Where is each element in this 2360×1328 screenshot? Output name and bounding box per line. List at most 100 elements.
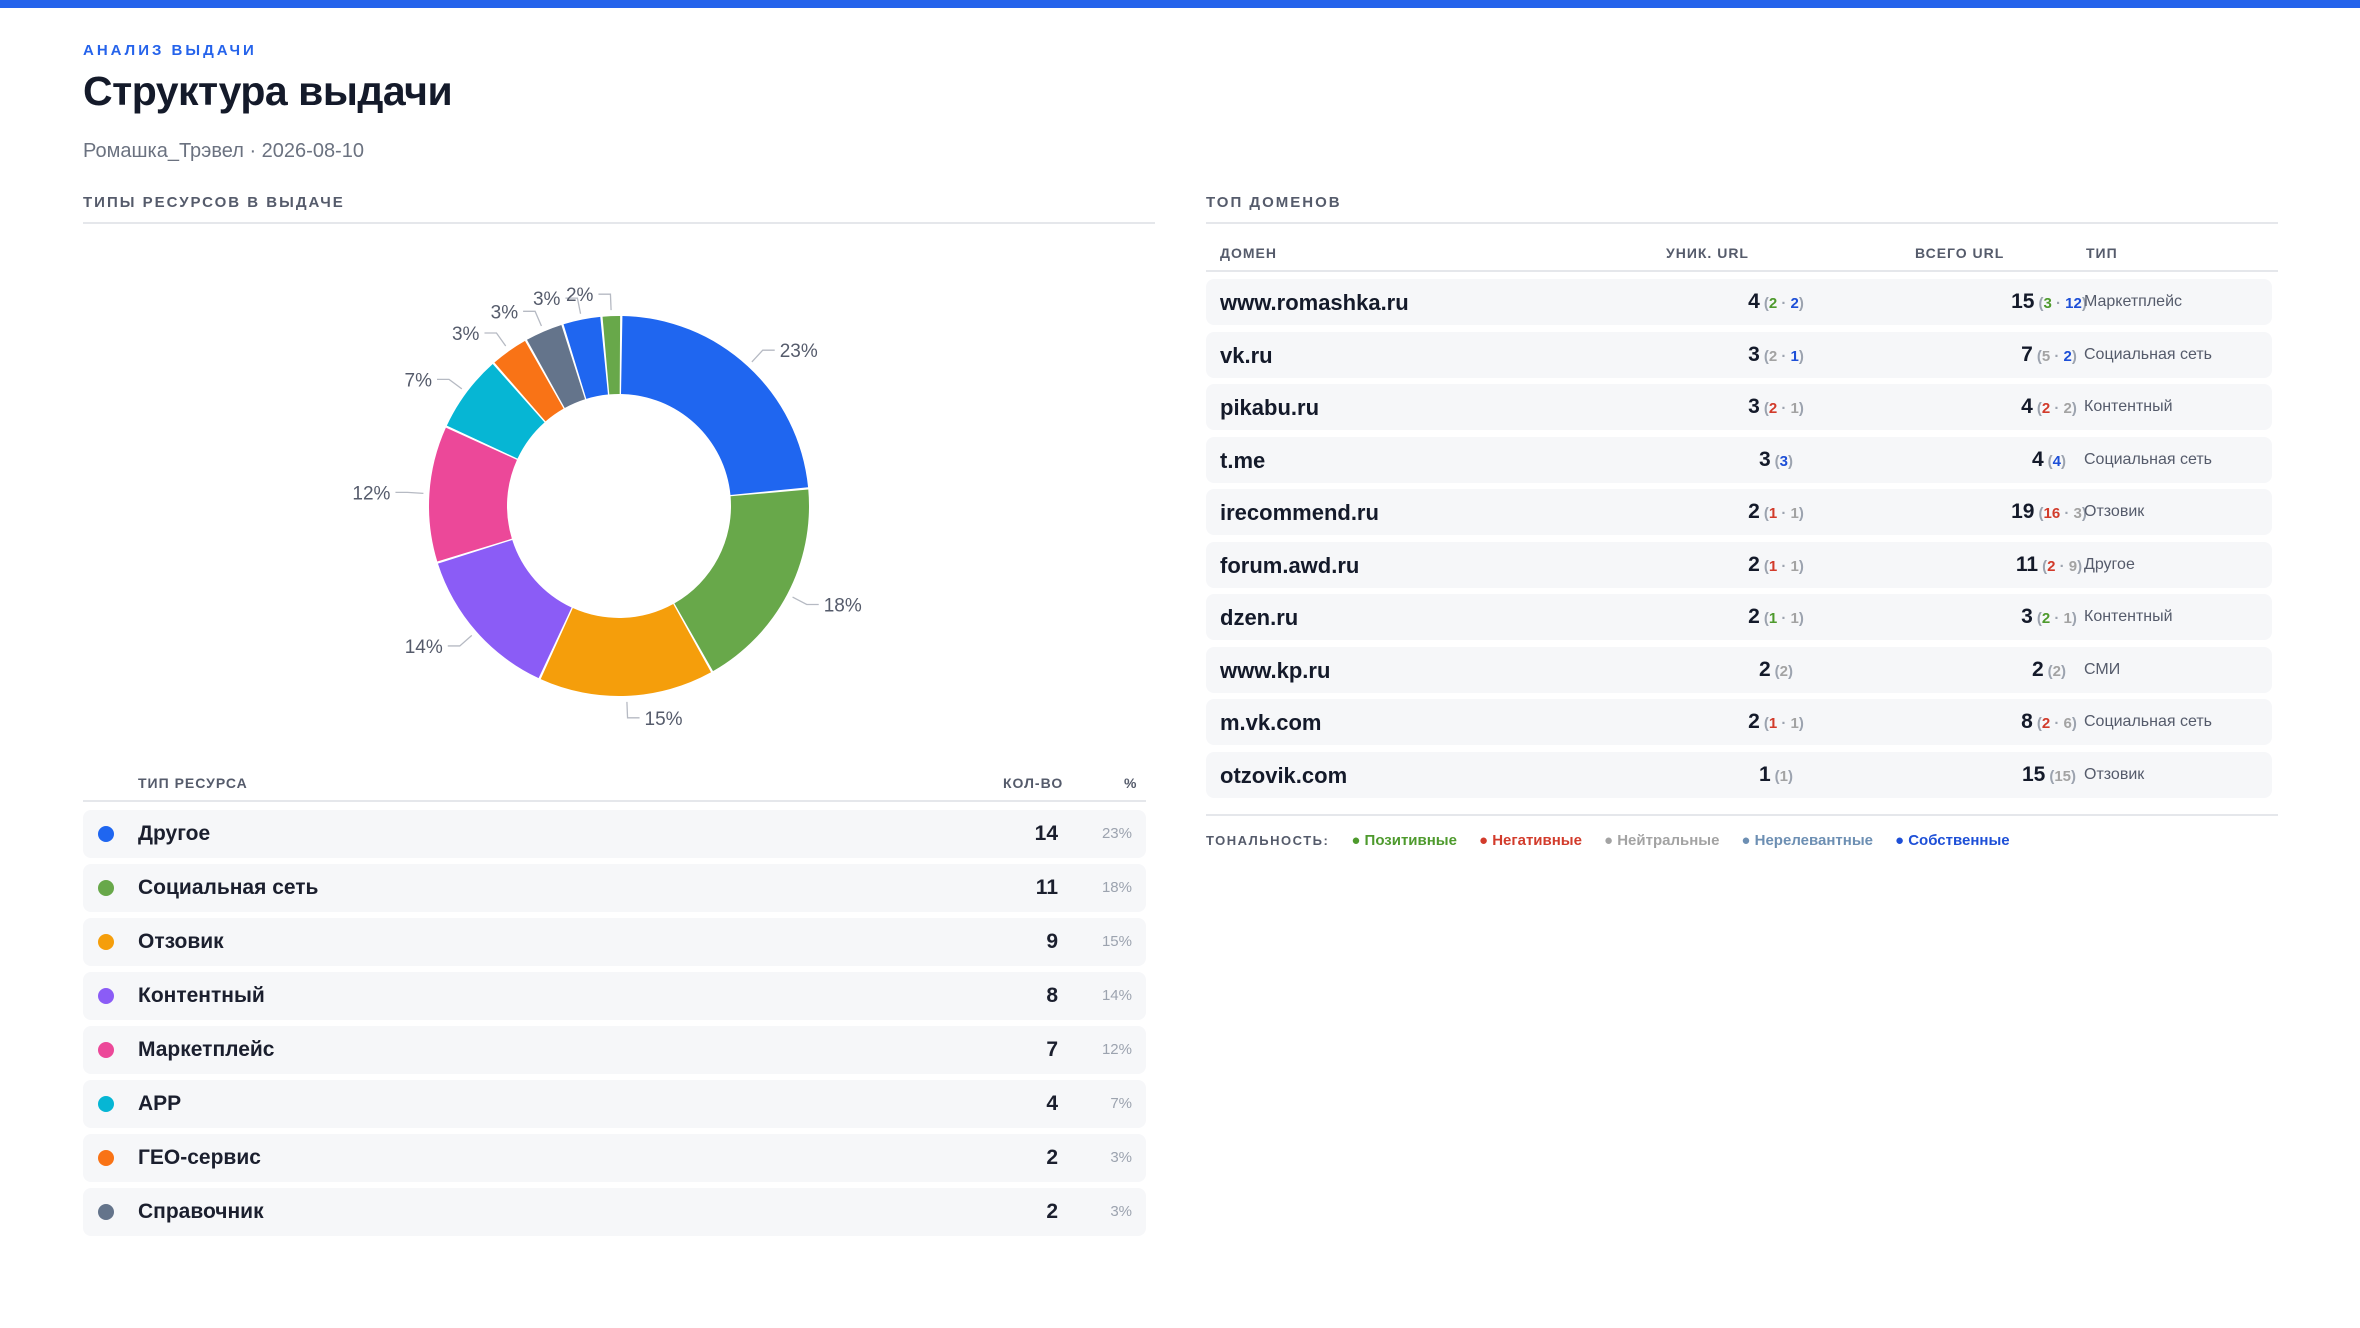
domain-name: m.vk.com <box>1220 710 1322 735</box>
tonality-legend: ТОНАЛЬНОСТЬ: ● Позитивные ● Негативные ● Н… <box>1206 832 2010 849</box>
donut-label-leader <box>395 491 424 495</box>
table-row: Социальная сеть 11 18% <box>83 864 1146 912</box>
domain-name: otzovik.com <box>1220 762 1348 788</box>
table-row: otzovik.com 1 (1) 15 (15) Отзовик <box>1206 751 2272 798</box>
domain-table-header-domain: ДОМЕН <box>1220 245 1277 261</box>
tonality-count: 1 <box>1768 610 1778 627</box>
table-row: www.romashka.ru 4 (2 · 2) 15 (3 · 12) Маркетп… <box>1206 279 2272 325</box>
resource-type-name: Другое <box>138 822 211 845</box>
domain-name: vk.ru <box>1220 342 1273 368</box>
donut-slice-label: 18% <box>824 596 862 617</box>
category-color-dot <box>98 880 114 896</box>
tonality-count: 15 <box>2054 767 2072 785</box>
table-row: APP 4 7% <box>83 1080 1146 1128</box>
unique-url-count: 3 (3) <box>1758 447 1794 471</box>
resource-types-donut-chart: 23%18%15%14%12%7%3%3%3% 2% <box>352 285 862 730</box>
tonality-count: 1 <box>1790 557 1799 575</box>
tonality-count: 2 <box>1790 295 1799 312</box>
donut-label-leader <box>626 701 640 719</box>
resource-type-count: 8 <box>1046 984 1058 1007</box>
tonality-count: 2 <box>2052 662 2062 680</box>
tonality-count: 2 <box>1768 295 1778 312</box>
domain-name: www.romashka.ru <box>1220 290 1409 315</box>
tonality-count: 2 <box>2041 400 2051 417</box>
donut-slice-label: 23% <box>780 341 818 362</box>
domain-type: Маркетплейс <box>2084 293 2183 310</box>
resource-type-name: Справочник <box>138 1200 264 1223</box>
tonality-count: 2 <box>1768 347 1778 365</box>
tonality-count: 2 <box>2041 610 2051 627</box>
tonality-legend-label: ТОНАЛЬНОСТЬ: <box>1206 833 1330 848</box>
tonality-count: 6 <box>2063 715 2072 732</box>
tonality-legend-item: ● Нерелевантные <box>1741 832 1873 849</box>
resource-type-name: Отзовик <box>138 930 224 953</box>
resource-type-name: Маркетплейс <box>138 1038 275 1061</box>
total-url-breakdown: (2) <box>2047 662 2067 680</box>
tonality-count: 1 <box>1779 767 1789 785</box>
resource-type-percent: 14% <box>1101 987 1132 1004</box>
domain-name: www.kp.ru <box>1220 657 1331 683</box>
domain-name: forum.awd.ru <box>1220 552 1360 578</box>
donut-label-leader <box>523 310 543 327</box>
tonality-count: 1 <box>1790 715 1799 732</box>
table-row: irecommend.ru 2 (1 · 1) 19 (16 · 3) Отзовик <box>1206 489 2272 535</box>
tonality-count: 1 <box>1768 505 1778 522</box>
tonality-count: 16 <box>2043 505 2061 522</box>
donut-slice-label: 3% <box>452 324 480 345</box>
resource-type-percent: 3% <box>1110 1203 1132 1220</box>
tonality-count: 4 <box>2052 452 2062 470</box>
total-url-count: 8 (2 · 6) <box>2021 710 2077 733</box>
resource-table-header-count: КОЛ-ВО <box>1003 775 1064 791</box>
tonality-count: 1 <box>2063 610 2072 627</box>
donut-label-leader <box>751 349 775 363</box>
top-domains-section-title: ТОП ДОМЕНОВ <box>1206 194 1342 211</box>
unique-url-count: 2 (1 · 1) <box>1748 552 1804 576</box>
total-url-breakdown: (16 · 3) <box>2038 505 2087 522</box>
category-color-dot <box>98 1150 114 1166</box>
domain-table-header-divider <box>1206 270 2278 272</box>
total-url-count: 19 (16 · 3) <box>2011 500 2087 523</box>
tonality-legend-item: ● Нейтральные <box>1603 832 1720 849</box>
unique-url-breakdown: (2 · 1) <box>1763 347 1804 365</box>
tonality-legend-item: ● Собственные <box>1894 832 2010 849</box>
total-url-count: 4 (2 · 2) <box>2021 395 2077 418</box>
donut-slice <box>526 324 586 409</box>
total-url-breakdown: (4) <box>2047 452 2067 470</box>
tonality-count: 5 <box>2041 347 2051 365</box>
tonality-count: 1 <box>1790 505 1799 522</box>
total-url-breakdown: (2 · 2) <box>2036 400 2077 417</box>
unique-url-breakdown: (2 · 1) <box>1763 400 1804 417</box>
donut-label-leader <box>436 378 463 390</box>
page-subtitle: Ромашка_Трэвел · 2026-08-10 <box>83 140 364 162</box>
category-color-dot <box>98 826 114 842</box>
unique-url-breakdown: (1 · 1) <box>1763 715 1804 732</box>
unique-url-count: 3 (2 · 1) <box>1748 342 1804 366</box>
total-url-count: 15 (15) <box>2021 762 2077 786</box>
unique-url-breakdown: (3) <box>1774 452 1794 470</box>
tonality-count: 2 <box>2063 400 2072 417</box>
total-url-count: 4 (4) <box>2031 447 2067 471</box>
tonality-count: 12 <box>2065 295 2082 312</box>
tonality-count: 3 <box>2043 295 2052 312</box>
domain-type: Контентный <box>2084 398 2173 415</box>
total-url-count: 15 (3 · 12) <box>2011 290 2087 313</box>
tonality-count: 9 <box>2068 557 2078 575</box>
resource-type-count: 7 <box>1046 1038 1058 1061</box>
total-url-count: 3 (2 · 1) <box>2021 605 2077 628</box>
domain-type: Отзовик <box>2084 765 2145 783</box>
tonality-count: 1 <box>1768 715 1778 732</box>
domain-table-header-total: ВСЕГО URL <box>1915 245 2005 261</box>
domain-type: СМИ <box>2084 660 2121 678</box>
tonality-count: 1 <box>1790 400 1799 417</box>
tonality-count: 1 <box>1768 557 1778 575</box>
table-row: forum.awd.ru 2 (1 · 1) 11 (2 · 9) Другое <box>1206 541 2272 588</box>
donut-slice <box>674 489 809 672</box>
tonality-count: 3 <box>2073 505 2082 522</box>
domain-name: irecommend.ru <box>1220 500 1379 525</box>
domain-table-header-type: ТИП <box>2086 245 2118 261</box>
resource-type-name: APP <box>138 1092 182 1115</box>
domain-table-bottom-divider <box>1206 814 2278 816</box>
resource-type-percent: 18% <box>1101 879 1132 896</box>
domain-name: pikabu.ru <box>1220 395 1320 420</box>
unique-url-count: 2 (2) <box>1758 657 1794 681</box>
